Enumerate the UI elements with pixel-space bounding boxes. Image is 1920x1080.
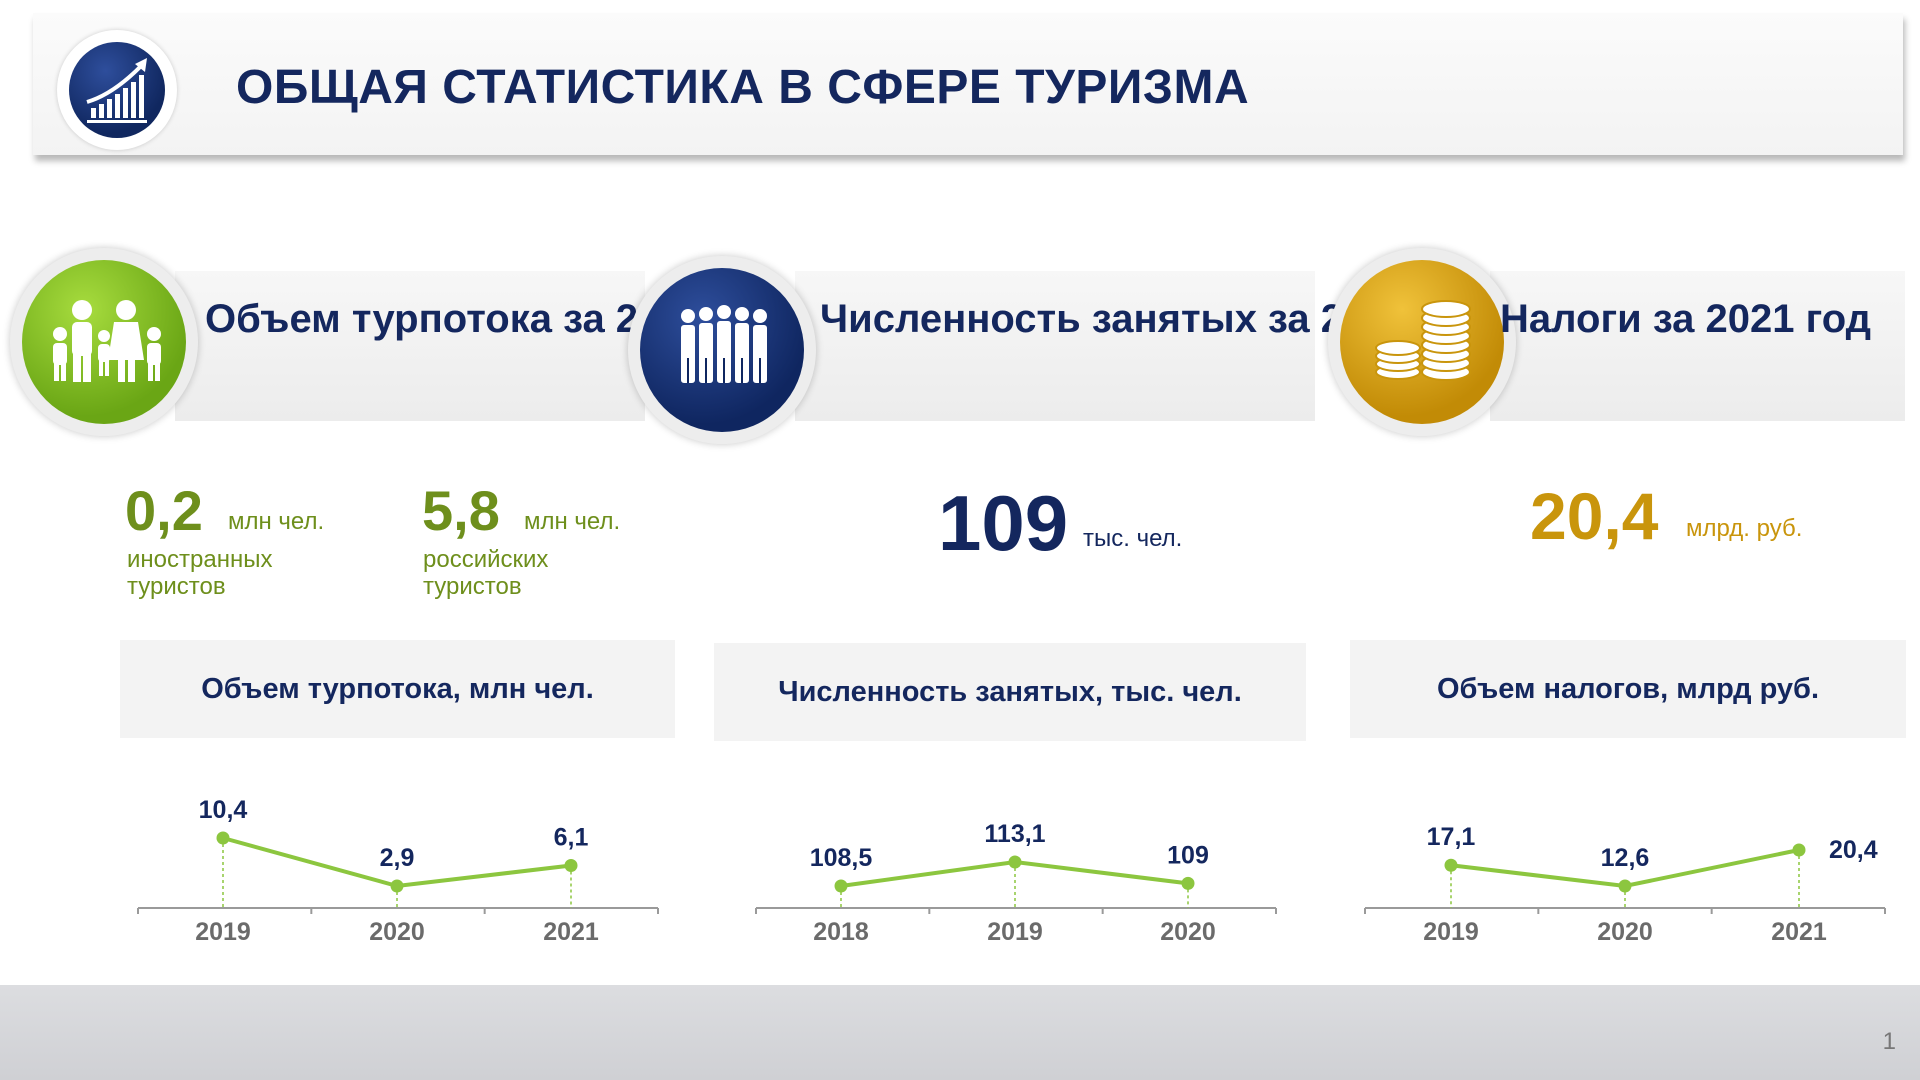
x-tick-label: 2020 [1160,918,1216,946]
data-point [1792,843,1806,857]
section-band-employed [795,271,1315,421]
tourists-icon-circle [10,248,198,436]
x-tick-label: 2019 [987,918,1043,946]
stat-value-taxes: 20,4 [1530,479,1659,553]
header-logo [57,30,177,150]
x-tick-label: 2020 [369,918,425,946]
x-tick-label: 2019 [195,918,251,946]
x-tick-label: 2019 [1423,918,1479,946]
page-number: 1 [1882,1028,1896,1055]
bottom-strip [0,985,1920,1080]
chart-title-tourists: Объем турпотока, млн чел. [201,673,594,705]
section-title-taxes: Налоги за 2021 год [1500,297,1872,341]
stat-label-foreign: иностранных туристов [127,546,273,600]
data-point [1181,876,1195,890]
data-point [834,879,848,893]
chart-title-box-tourists: Объем турпотока, млн чел. [120,640,675,738]
page-title: ОБЩАЯ СТАТИСТИКА В СФЕРЕ ТУРИЗМА [236,61,1250,114]
x-tick-label: 2018 [813,918,869,946]
x-tick-label: 2021 [1771,918,1827,946]
data-label: 20,4 [1829,836,1878,864]
chart-title-employed: Численность занятых, тыс. чел. [778,676,1242,708]
x-tick-label: 2021 [543,918,599,946]
chart-title-box-taxes: Объем налогов, млрд руб. [1350,640,1906,738]
stat-value-russian: 5,8 [422,479,500,542]
section-band-taxes [1490,271,1905,421]
x-tick-label: 2020 [1597,918,1653,946]
data-point [390,879,404,893]
data-label: 108,5 [810,844,873,872]
data-label: 113,1 [984,820,1045,848]
stat-unit-employed: тыс. чел. [1083,525,1183,552]
section-title-employed: Численность занятых за 2020 год [820,297,1487,341]
stat-label-russian: российских туристов [423,546,549,600]
data-point [1008,855,1022,869]
stat-unit-taxes: млрд. руб. [1686,515,1803,542]
chart-taxes: 17,1 2019 12,6 2020 20,4 2021 [1364,823,1886,946]
coins-icon [1375,300,1471,381]
data-label: 12,6 [1601,844,1650,872]
taxes-icon-circle [1328,248,1516,436]
chart-tourists: 10,4 2019 2,9 2020 6,1 2021 [137,796,659,946]
section-band-tourists [175,271,645,421]
data-label: 17,1 [1427,823,1476,851]
chart-title-box-employed: Численность занятых, тыс. чел. [714,643,1306,741]
family-icon [53,300,161,382]
data-label: 2,9 [380,844,415,872]
chart-title-taxes: Объем налогов, млрд руб. [1437,673,1819,705]
stat-unit-foreign: млн чел. [228,508,325,535]
data-label: 109 [1167,841,1209,869]
chart-employed: 108,5 2018 113,1 2019 109 2020 [755,820,1277,946]
employed-icon-circle [628,256,816,444]
data-point [564,859,578,873]
data-label: 6,1 [554,824,589,852]
data-point [1618,879,1632,893]
stat-value-employed: 109 [938,479,1069,567]
stat-value-foreign: 0,2 [125,479,203,542]
data-point [1444,858,1458,872]
data-label: 10,4 [199,796,248,824]
growth-chart-icon [86,58,147,123]
section-title-tourists: Объем турпотока за 2021 год [205,297,782,341]
data-point [216,831,230,845]
stat-unit-russian: млн чел. [524,508,621,535]
header-banner [33,13,1903,155]
people-group-icon [681,305,767,383]
